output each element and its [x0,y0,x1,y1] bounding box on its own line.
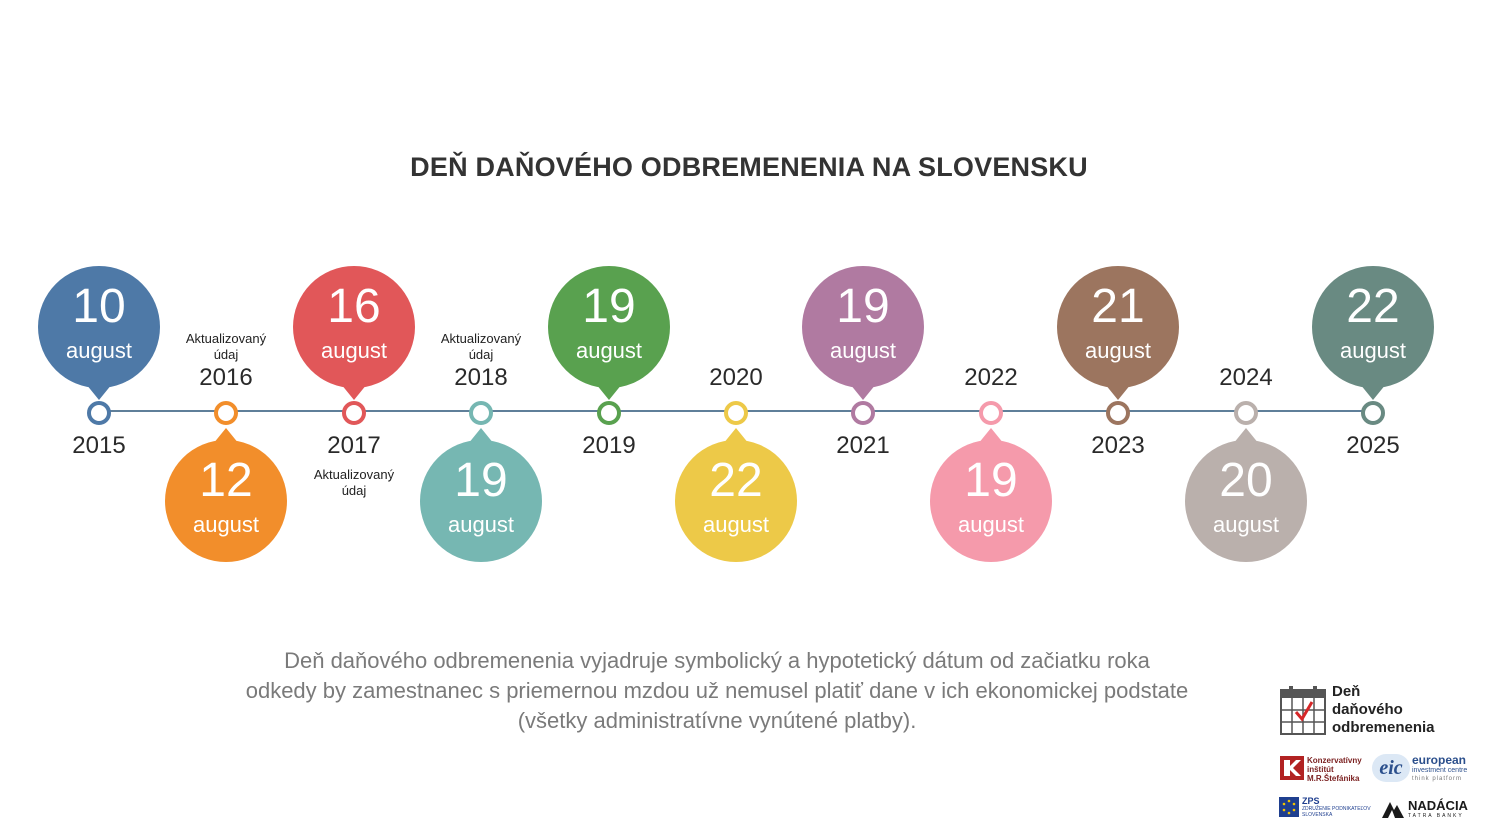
bubble-pointer [86,384,112,400]
timeline-node-2021 [851,401,875,425]
bubble-pointer [1233,428,1259,444]
eic-mark: eic [1372,754,1410,782]
note-updated-2017: Aktualizovaný údaj [313,467,395,498]
year-label-2020: 2020 [709,364,763,391]
bubble-month-2018: august [447,512,515,537]
year-label-2018: 2018 [454,364,508,391]
logo-kimrs: Konzervatívny inštitút M.R.Štefánika [1280,754,1370,783]
bubble-day-2019: 19 [582,280,636,333]
timeline-node-2016 [214,401,238,425]
bubble-pointer [1360,384,1386,400]
date-bubble-2020: 22 august [675,428,797,562]
year-label-2022: 2022 [964,364,1018,391]
zps-line-1: ZPS [1302,796,1320,806]
bubble-day-2021: 19 [836,280,890,333]
bubble-month-2020: august [702,512,770,537]
bubble-month-2022: august [957,512,1025,537]
eic-line-3: think platform [1412,776,1463,782]
calendar-check-icon [1280,686,1326,735]
date-bubble-2015: 10 august [38,266,160,400]
bubble-pointer [468,428,494,444]
bubble-day-2024: 20 [1219,454,1273,507]
zps-line-2: ZDRUŽENIE PODNIKATEĽOV [1302,806,1371,812]
date-bubble-2018: 19 august [420,428,542,562]
bubble-pointer [1105,384,1131,400]
date-bubble-2023: 21 august [1057,266,1179,400]
bubble-month-2024: august [1212,512,1280,537]
bubble-pointer [978,428,1004,444]
year-label-2017: 2017 [327,432,381,459]
bubble-month-2021: august [829,338,897,363]
kimrs-line-2: inštitút [1307,765,1334,774]
bubble-month-2017: august [320,338,388,363]
timeline-node-2023 [1106,401,1130,425]
date-bubble-2021: 19 august [802,266,924,400]
year-label-2024: 2024 [1219,364,1273,391]
bubble-month-2023: august [1084,338,1152,363]
bubble-day-2017: 16 [327,280,381,333]
timeline-node-2015 [87,401,111,425]
bubble-pointer [596,384,622,400]
logo-eic: eic european investment centre think pla… [1372,752,1492,786]
year-label-2016: 2016 [199,364,253,391]
logo-main-line-2: daňového [1332,701,1403,718]
bubble-day-2015: 10 [72,280,126,333]
year-label-2019: 2019 [582,432,636,459]
nadacia-line-2: TATRA BANKY [1408,813,1464,819]
bubble-day-2016: 12 [199,454,253,507]
bubble-day-2025: 22 [1346,280,1400,333]
year-label-2021: 2021 [836,432,890,459]
bubble-month-2019: august [575,338,643,363]
logo-nadacia-tatra-banky: NADÁCIA TATRA BANKY [1382,798,1492,822]
bubble-day-2022: 19 [964,454,1018,507]
date-bubble-2022: 19 august [930,428,1052,562]
date-bubble-2019: 19 august [548,266,670,400]
date-bubble-2025: 22 august [1312,266,1434,400]
timeline-node-2022 [979,401,1003,425]
note-updated-2018: Aktualizovaný údaj [440,331,522,362]
tatra-banka-mountain-icon [1382,802,1404,818]
timeline-node-2025 [1361,401,1385,425]
timeline-node-2018 [469,401,493,425]
bubble-month-2016: august [192,512,260,537]
bubble-day-2023: 21 [1091,280,1145,333]
kimrs-emblem-icon [1280,756,1304,780]
logo-main-line-1: Deň [1332,683,1361,700]
eic-line-1: european [1412,753,1467,767]
logo-zps: ZPS ZDRUŽENIE PODNIKATEĽOV SLOVENSKA [1279,796,1379,822]
note-updated-2016: Aktualizovaný údaj [185,331,267,362]
timeline-node-2020 [724,401,748,425]
bubble-pointer [850,384,876,400]
logo-den-danoveho-odbremenenia: Deň daňového odbremenenia [1280,683,1490,743]
zps-flag-icon [1279,797,1299,817]
bubble-day-2020: 22 [709,454,763,507]
bubble-month-2025: august [1339,338,1407,363]
timeline-node-2017 [342,401,366,425]
timeline-node-2024 [1234,401,1258,425]
date-bubble-2024: 20 august [1185,428,1307,562]
year-label-2023: 2023 [1091,432,1145,459]
year-label-2025: 2025 [1346,432,1400,459]
eic-line-2: investment centre [1412,767,1468,774]
logo-main-text: Deň daňového odbremenenia [1332,683,1492,737]
timeline-node-2019 [597,401,621,425]
bubble-day-2018: 19 [454,454,508,507]
description-line-1: Deň daňového odbremenenia vyjadruje symb… [284,648,1150,673]
bubble-pointer [341,384,367,400]
description: Deň daňového odbremenenia vyjadruje symb… [150,646,1284,736]
date-bubble-2017: 16 august [293,266,415,400]
description-line-3: (všetky administratívne vynútené platby)… [517,708,917,733]
kimrs-line-3: M.R.Štefánika [1307,774,1360,783]
logo-main-line-3: odbremenenia [1332,719,1435,736]
bubble-pointer [213,428,239,444]
description-line-2: odkedy by zamestnanec s priemernou mzdou… [245,678,1189,703]
zps-line-3: SLOVENSKA [1302,812,1333,818]
bubble-pointer [723,428,749,444]
bubble-month-2015: august [65,338,133,363]
date-bubble-2016: 12 august [165,428,287,562]
kimrs-line-1: Konzervatívny [1307,756,1362,765]
nadacia-line-1: NADÁCIA [1408,798,1468,813]
page-title: DEŇ DAŇOVÉHO ODBREMENENIA NA SLOVENSKU [410,152,1088,182]
year-label-2015: 2015 [72,432,126,459]
